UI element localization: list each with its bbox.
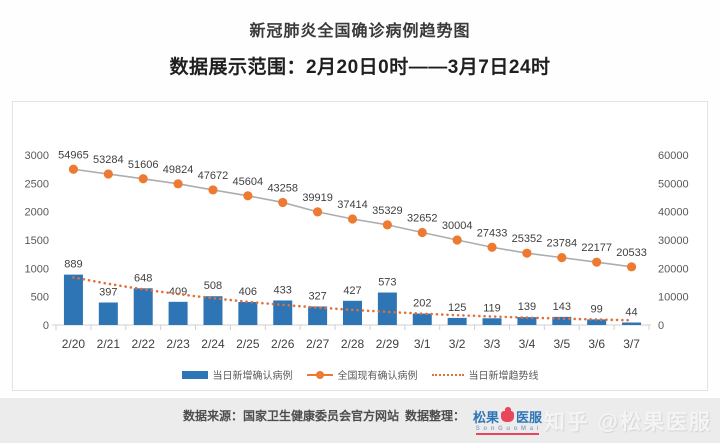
svg-text:30004: 30004 (442, 220, 473, 232)
legend-item-existing-cases: 全国现有确认病例 (307, 367, 418, 382)
legend-trend-label: 当日新增趋势线 (469, 367, 539, 382)
svg-text:51606: 51606 (128, 159, 159, 171)
svg-text:2/21: 2/21 (97, 337, 121, 351)
svg-text:397: 397 (99, 287, 117, 299)
svg-text:1500: 1500 (25, 235, 49, 247)
svg-text:20000: 20000 (658, 263, 689, 275)
svg-text:23784: 23784 (546, 238, 577, 250)
svg-text:2/23: 2/23 (166, 337, 190, 351)
svg-text:125: 125 (448, 302, 466, 314)
svg-text:3/2: 3/2 (449, 337, 466, 351)
svg-text:50000: 50000 (658, 178, 689, 190)
legend-line-dot (316, 371, 324, 379)
svg-text:3000: 3000 (25, 150, 49, 162)
svg-text:0: 0 (43, 320, 49, 332)
svg-text:49824: 49824 (163, 164, 194, 176)
svg-text:427: 427 (343, 285, 361, 297)
svg-text:20533: 20533 (616, 247, 647, 259)
svg-text:2/26: 2/26 (271, 337, 295, 351)
svg-text:44: 44 (625, 307, 637, 319)
svg-text:27433: 27433 (477, 227, 508, 239)
svg-text:10000: 10000 (658, 292, 689, 304)
svg-text:2/25: 2/25 (236, 337, 260, 351)
svg-text:32652: 32652 (407, 212, 438, 224)
legend-line-swatch (307, 374, 333, 376)
svg-text:573: 573 (378, 277, 396, 289)
svg-text:99: 99 (591, 303, 603, 315)
legend-trend-swatch (432, 374, 464, 376)
svg-text:500: 500 (31, 292, 49, 304)
songguo-pot-icon (501, 411, 514, 422)
svg-text:3/7: 3/7 (623, 337, 640, 351)
x-axis-labels: 2/20 2/21 2/22 2/23 2/24 2/25 2/26 2/27 2/28 2/29… (62, 337, 640, 351)
trend-chart-svg: 0500100015002000250030000100002000030000… (13, 102, 709, 356)
svg-text:648: 648 (134, 272, 152, 284)
svg-text:143: 143 (553, 301, 571, 313)
footer-bar: 数据来源：国家卫生健康委员会官方网站 数据整理： 松果 医服 S o n G u… (0, 398, 720, 443)
page-subtitle: 数据展示范围：2月20日0时——3月7日24时 (0, 52, 720, 79)
svg-text:2/27: 2/27 (306, 337, 330, 351)
svg-text:1000: 1000 (25, 263, 49, 275)
trend-chart-card: 0500100015002000250030000100002000030000… (12, 101, 708, 391)
svg-text:409: 409 (169, 286, 187, 298)
svg-text:35329: 35329 (372, 205, 403, 217)
data-source-text: 数据来源：国家卫生健康委员会官方网站 (183, 407, 399, 424)
svg-text:37414: 37414 (337, 199, 368, 211)
svg-text:53284: 53284 (93, 154, 124, 166)
svg-text:40000: 40000 (658, 207, 689, 219)
songguo-logo: 松果 医服 S o n G u o M a i (473, 407, 542, 435)
svg-text:889: 889 (64, 259, 82, 271)
logo-text-left: 松果 (473, 407, 499, 426)
svg-text:47672: 47672 (198, 170, 229, 182)
svg-text:2500: 2500 (25, 178, 49, 190)
svg-text:508: 508 (204, 280, 222, 292)
svg-text:54965: 54965 (58, 149, 89, 161)
legend-line-label: 全国现有确认病例 (338, 367, 418, 382)
svg-text:3/4: 3/4 (519, 337, 536, 351)
svg-text:2/20: 2/20 (62, 337, 86, 351)
svg-text:139: 139 (518, 301, 536, 313)
legend-item-new-cases: 当日新增确认病例 (182, 367, 293, 382)
zhihu-watermark: 知乎 @松果医服 (544, 406, 712, 436)
svg-text:39919: 39919 (302, 192, 333, 204)
svg-text:30000: 30000 (658, 235, 689, 247)
page-title: 新冠肺炎全国确诊病例趋势图 (0, 17, 720, 41)
legend-bar-label: 当日新增确认病例 (213, 367, 293, 382)
chart-legend: 当日新增确认病例 全国现有确认病例 当日新增趋势线 (13, 367, 707, 382)
svg-text:202: 202 (413, 298, 431, 310)
svg-text:2/29: 2/29 (376, 337, 400, 351)
svg-text:3/3: 3/3 (484, 337, 501, 351)
svg-text:60000: 60000 (658, 150, 689, 162)
svg-text:0: 0 (658, 320, 664, 332)
svg-text:3/5: 3/5 (553, 337, 570, 351)
svg-text:2/22: 2/22 (132, 337, 156, 351)
svg-text:2000: 2000 (25, 207, 49, 219)
logo-text-right: 医服 (516, 407, 542, 426)
svg-text:22177: 22177 (581, 242, 612, 254)
svg-text:3/1: 3/1 (414, 337, 431, 351)
svg-text:327: 327 (308, 290, 326, 302)
svg-text:3/6: 3/6 (588, 337, 605, 351)
svg-text:2/28: 2/28 (341, 337, 365, 351)
logo-subtext: S o n G u o M a i (476, 426, 540, 435)
svg-text:45604: 45604 (233, 176, 264, 188)
svg-text:406: 406 (239, 286, 257, 298)
svg-text:25352: 25352 (512, 233, 543, 245)
data-organizer-text: 数据整理： (405, 407, 465, 424)
line-labels: 54965 53284 51606 49824 47672 4560443258 39919… (58, 149, 647, 259)
legend-bar-swatch (182, 371, 208, 379)
svg-text:119: 119 (483, 302, 501, 314)
legend-item-trend: 当日新增趋势线 (432, 367, 539, 382)
svg-text:2/24: 2/24 (201, 337, 225, 351)
page: 新冠肺炎全国确诊病例趋势图 数据展示范围：2月20日0时——3月7日24时 0 5… (0, 0, 720, 443)
data-source-row: 数据来源：国家卫生健康委员会官方网站 数据整理： 松果 医服 S o n G u… (183, 407, 542, 435)
svg-text:433: 433 (274, 284, 292, 296)
svg-text:43258: 43258 (267, 182, 298, 194)
